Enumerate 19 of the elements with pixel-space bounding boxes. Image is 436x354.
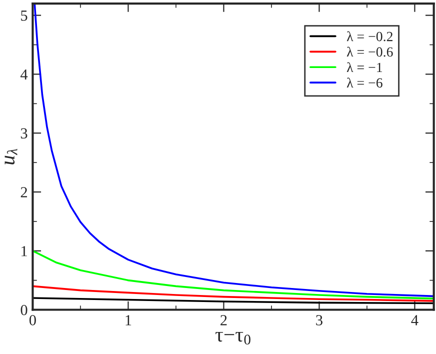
legend-label: λ = −6 [346,78,382,88]
y-tick-label: 5 [21,10,28,21]
y-tick-label: 1 [22,246,27,256]
y-tick-label: 2 [20,187,27,198]
y-tick-label: 3 [20,128,28,139]
x-tick-label: 1 [126,315,132,326]
legend-label: λ = −1 [346,62,382,72]
y-tick-label: 0 [20,304,28,316]
line-series [32,250,434,300]
x-tick-label: 2 [220,315,227,326]
x-tick-label: 3 [316,315,322,326]
x-tick-label: 0 [29,315,36,326]
y-axis-title: u$_{λ}$ [4,148,18,164]
x-tick-label: 4 [411,315,418,326]
y-tick-label: 4 [20,69,28,80]
legend-label: λ = −0.2 [346,31,392,42]
x-axis-title: τ−τ$_{0}$ [215,332,250,345]
legend-label: λ = −0.6 [346,46,393,57]
line-series [32,285,434,302]
